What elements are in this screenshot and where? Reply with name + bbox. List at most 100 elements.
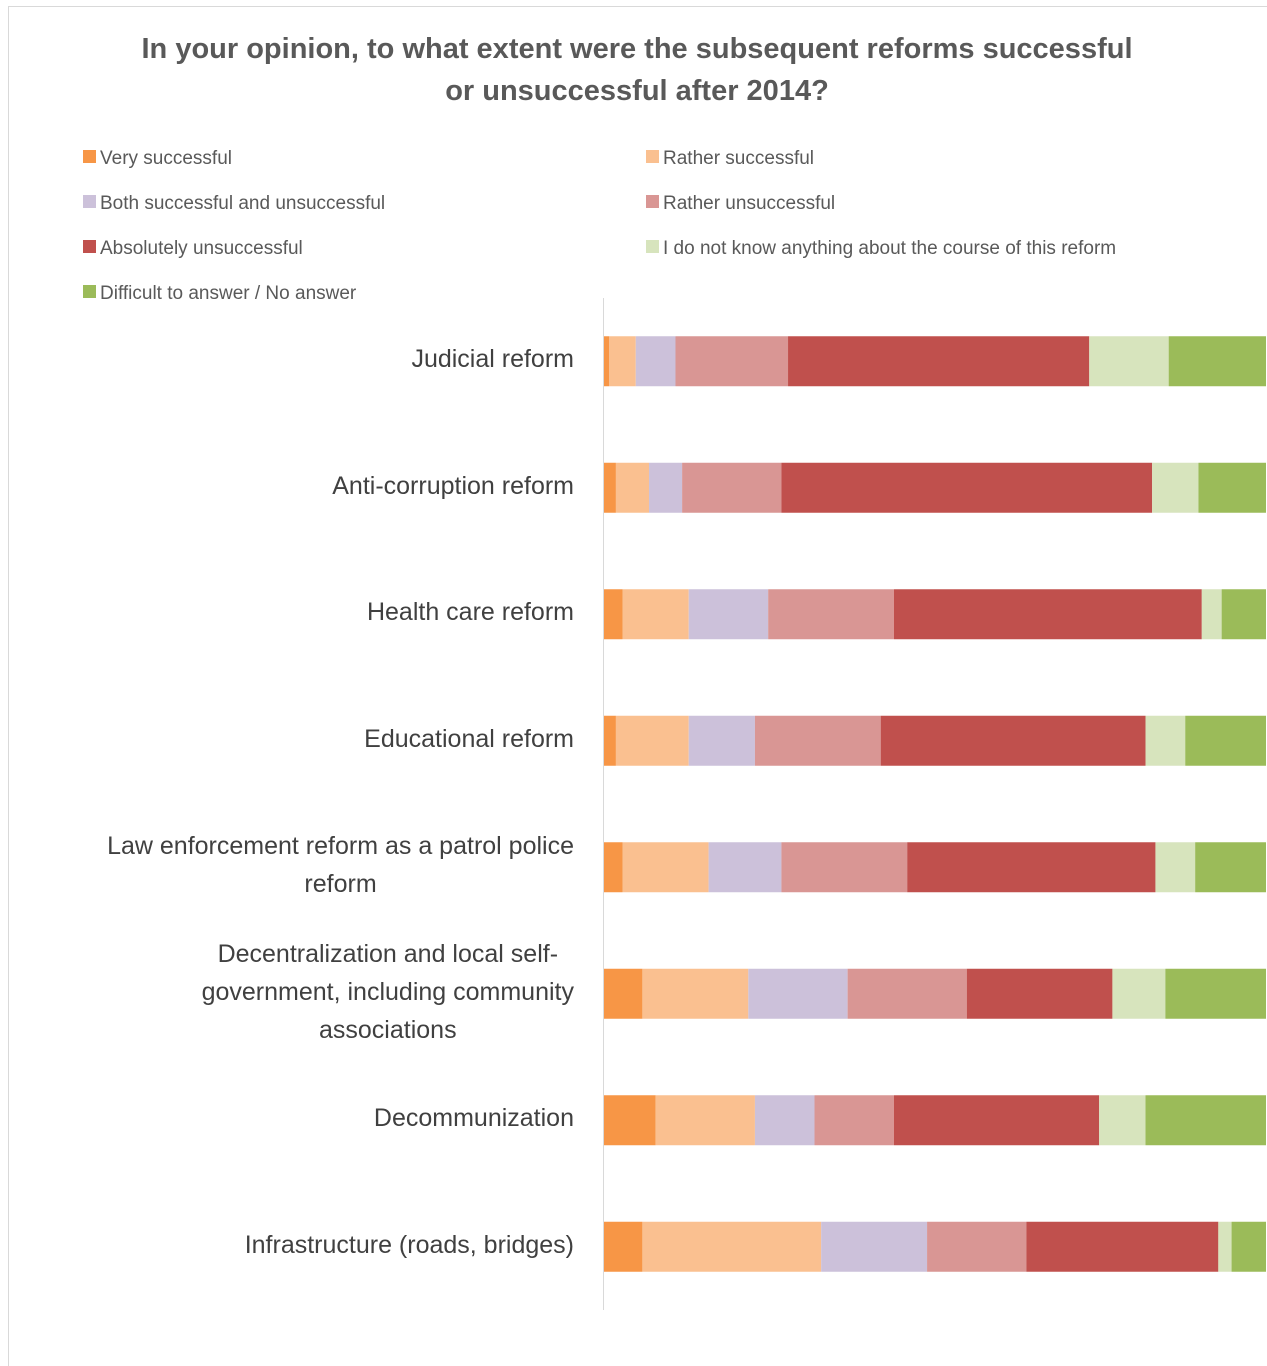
category-label-line: Infrastructure (roads, bridges): [244, 1230, 574, 1259]
category-label-line: Decommunization: [373, 1104, 574, 1133]
bar-segment: [788, 336, 1090, 387]
legend-swatch: [83, 150, 96, 164]
bar-segment: [893, 589, 1202, 640]
bar-segment: [1185, 715, 1266, 766]
legend-item: Rather successful: [646, 147, 814, 171]
bar-segment: [622, 842, 709, 893]
bar-segment: [1218, 1221, 1232, 1272]
category-label: Judicial reform: [411, 340, 574, 378]
legend-label: Rather successful: [663, 148, 815, 169]
chart-title-text: In your opinion, to what extent were the…: [141, 33, 1133, 107]
bar-segment: [1099, 1095, 1146, 1146]
legend-label: Very successful: [100, 148, 232, 169]
bar-segment: [1168, 336, 1266, 387]
category-label-line: Health care reform: [366, 598, 574, 627]
bar-segment: [754, 715, 881, 766]
category-label-line: Judicial reform: [411, 345, 574, 374]
chart-frame: [8, 6, 1267, 1366]
legend-label: Rather unsuccessful: [663, 193, 836, 214]
chart-title: In your opinion, to what extent were the…: [0, 28, 1267, 112]
bar-segment: [642, 1221, 822, 1272]
bar-segment: [604, 462, 616, 513]
bar-segment: [1145, 715, 1186, 766]
bar-segment: [649, 462, 683, 513]
bar-segment: [1089, 336, 1169, 387]
bar-segment: [655, 1095, 755, 1146]
bar-segment: [1026, 1221, 1219, 1272]
category-label: Law enforcement reform as a patrol polic…: [107, 827, 574, 903]
bar-segment: [1152, 462, 1199, 513]
bar-segment: [893, 1095, 1100, 1146]
bar-segment: [622, 589, 689, 640]
category-label-line: Law enforcement reform as a patrol polic…: [107, 832, 574, 861]
legend-swatch: [646, 195, 659, 209]
category-label: Anti-corruption reform: [332, 467, 574, 505]
bar-segment: [1112, 968, 1166, 1019]
bar-segment: [675, 336, 789, 387]
legend-label: Absolutely unsuccessful: [100, 238, 303, 259]
bar-segment: [814, 1095, 894, 1146]
legend-item: Absolutely unsuccessful: [83, 237, 303, 261]
bar-segment: [1198, 462, 1266, 513]
category-label: Decommunization: [374, 1099, 574, 1137]
category-label: Infrastructure (roads, bridges): [245, 1226, 574, 1264]
category-label: Educational reform: [364, 720, 574, 758]
bar-segment: [1231, 1221, 1266, 1272]
bar-segment: [615, 715, 689, 766]
bar-segment: [708, 842, 782, 893]
legend-label: Both successful and unsuccessful: [100, 193, 386, 214]
bar-segment: [642, 968, 749, 1019]
bar-segment: [966, 968, 1113, 1019]
category-label-line: associations: [319, 1015, 457, 1044]
bar-segment: [604, 842, 623, 893]
bar-segment: [604, 589, 623, 640]
bar-segment: [880, 715, 1146, 766]
bar-segment: [1195, 842, 1266, 893]
bar-segment: [604, 715, 616, 766]
bar-segment: [635, 336, 676, 387]
category-label-line: Anti-corruption reform: [332, 471, 574, 500]
category-label-line: reform: [304, 870, 377, 899]
legend-item: I do not know anything about the course …: [646, 237, 1116, 261]
bar-segment: [781, 462, 1153, 513]
legend-item: Difficult to answer / No answer: [83, 282, 356, 306]
bar-segment: [1165, 968, 1266, 1019]
bar-segment: [781, 842, 908, 893]
legend-swatch: [646, 240, 659, 254]
legend-item: Rather unsuccessful: [646, 192, 835, 216]
bar-segment: [604, 968, 643, 1019]
bar-segment: [748, 968, 848, 1019]
bar-segment: [688, 589, 769, 640]
bar-segment: [847, 968, 967, 1019]
bar-segment: [821, 1221, 928, 1272]
bar-segment: [1221, 589, 1266, 640]
bar-segment: [754, 1095, 815, 1146]
legend-item: Very successful: [83, 147, 232, 171]
bar-segment: [927, 1221, 1027, 1272]
legend-swatch: [83, 240, 96, 254]
category-label-line: Decentralization and local self-: [217, 939, 559, 968]
bar-segment: [1155, 842, 1196, 893]
category-label: Decentralization and local self-governme…: [202, 935, 574, 1049]
legend-swatch: [646, 150, 659, 164]
bar-segment: [688, 715, 755, 766]
legend-swatch: [83, 195, 96, 209]
bar-segment: [604, 336, 610, 387]
category-label-line: government, including community: [201, 977, 574, 1006]
bar-segment: [615, 462, 650, 513]
legend-label: Difficult to answer / No answer: [100, 283, 357, 304]
bar-segment: [609, 336, 636, 387]
category-label-line: Educational reform: [364, 724, 574, 753]
bar-segment: [1145, 1095, 1266, 1146]
legend-item: Both successful and unsuccessful: [83, 192, 385, 216]
legend-swatch: [83, 285, 96, 299]
legend-label: I do not know anything about the course …: [663, 238, 1117, 259]
bar-segment: [604, 1095, 656, 1146]
bar-segment: [604, 1221, 643, 1272]
category-label: Health care reform: [367, 593, 574, 631]
bar-segment: [1201, 589, 1222, 640]
bar-segment: [682, 462, 782, 513]
bar-segment: [768, 589, 894, 640]
bar-segment: [907, 842, 1156, 893]
